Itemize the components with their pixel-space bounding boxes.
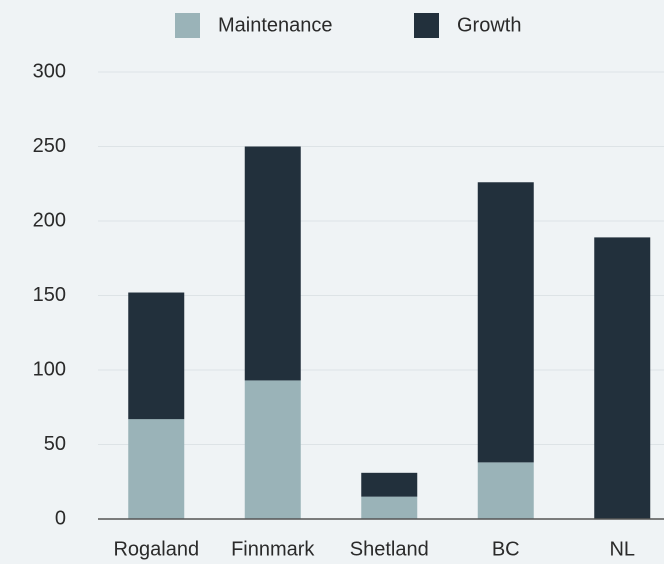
bar-segment xyxy=(477,182,534,463)
x-tick-label: BC xyxy=(492,538,520,560)
x-tick-label: Finnmark xyxy=(231,538,315,560)
legend-swatch xyxy=(175,13,200,38)
y-tick-label: 150 xyxy=(33,284,66,306)
y-tick-label: 0 xyxy=(55,507,66,529)
bar-segment xyxy=(594,237,651,519)
legend-label: Growth xyxy=(457,14,521,36)
bar-segment xyxy=(128,292,185,420)
bar-segment xyxy=(361,496,418,519)
x-tick-label: NL xyxy=(609,538,635,560)
legend-label: Maintenance xyxy=(218,14,333,36)
y-tick-label: 300 xyxy=(33,60,66,82)
bar-segment xyxy=(477,462,534,519)
y-tick-label: 50 xyxy=(44,433,66,455)
bar-segment xyxy=(361,472,418,497)
y-tick-label: 100 xyxy=(33,358,66,380)
y-tick-label: 200 xyxy=(33,209,66,231)
y-tick-label: 250 xyxy=(33,135,66,157)
bar-segment xyxy=(128,419,185,519)
x-tick-label: Rogaland xyxy=(113,538,199,560)
x-tick-label: Shetland xyxy=(350,538,429,560)
legend-swatch xyxy=(414,13,439,38)
bar-segment xyxy=(244,380,301,519)
bar-segment xyxy=(244,146,301,381)
